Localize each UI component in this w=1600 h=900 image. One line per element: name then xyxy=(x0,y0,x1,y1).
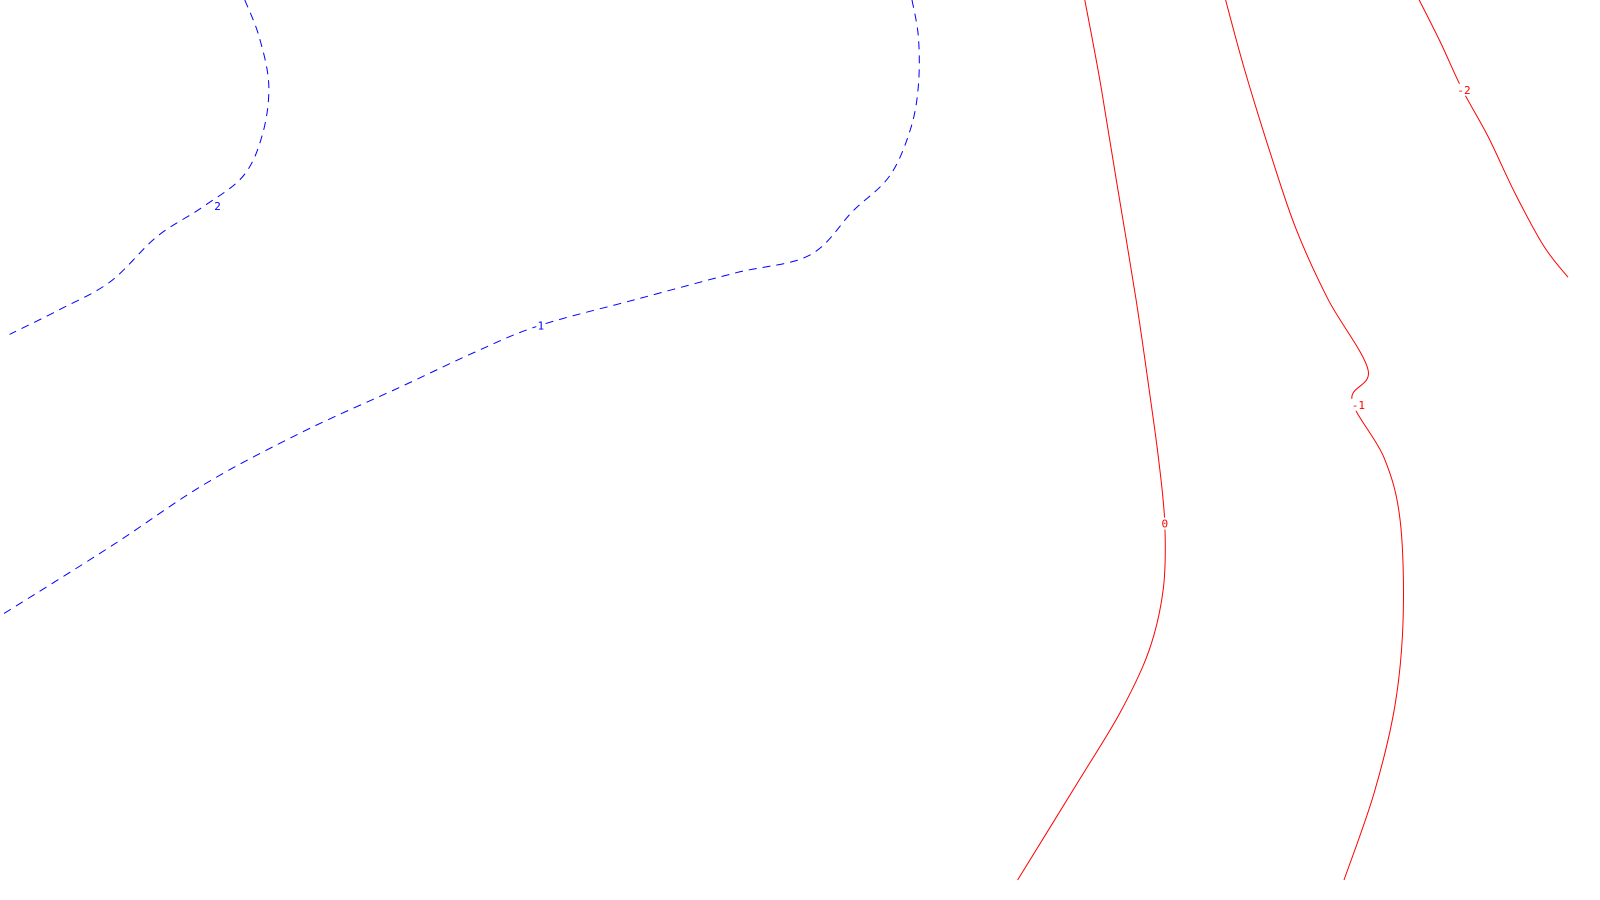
contour-line-level-0 xyxy=(1017,0,1166,881)
contour-label-neg1: -1 xyxy=(1352,399,1365,412)
contour-label-background xyxy=(1160,517,1170,530)
contour-label-background xyxy=(1350,398,1367,411)
contour-label-background xyxy=(536,319,546,332)
contour-label-background xyxy=(1456,83,1472,96)
contour-label-1: 1 xyxy=(537,320,544,333)
contour-label-2: 2 xyxy=(214,200,221,213)
contour-label-background xyxy=(213,199,223,212)
contour-line-level-1 xyxy=(0,0,920,617)
contour-line-level-neg2 xyxy=(1418,0,1569,278)
contour-label-0: 0 xyxy=(1161,518,1168,531)
contour-labels-group: 2 1 0 -1 -2 xyxy=(213,83,1472,531)
contour-line-level-2 xyxy=(9,0,270,335)
contour-label-neg2: -2 xyxy=(1457,84,1470,97)
